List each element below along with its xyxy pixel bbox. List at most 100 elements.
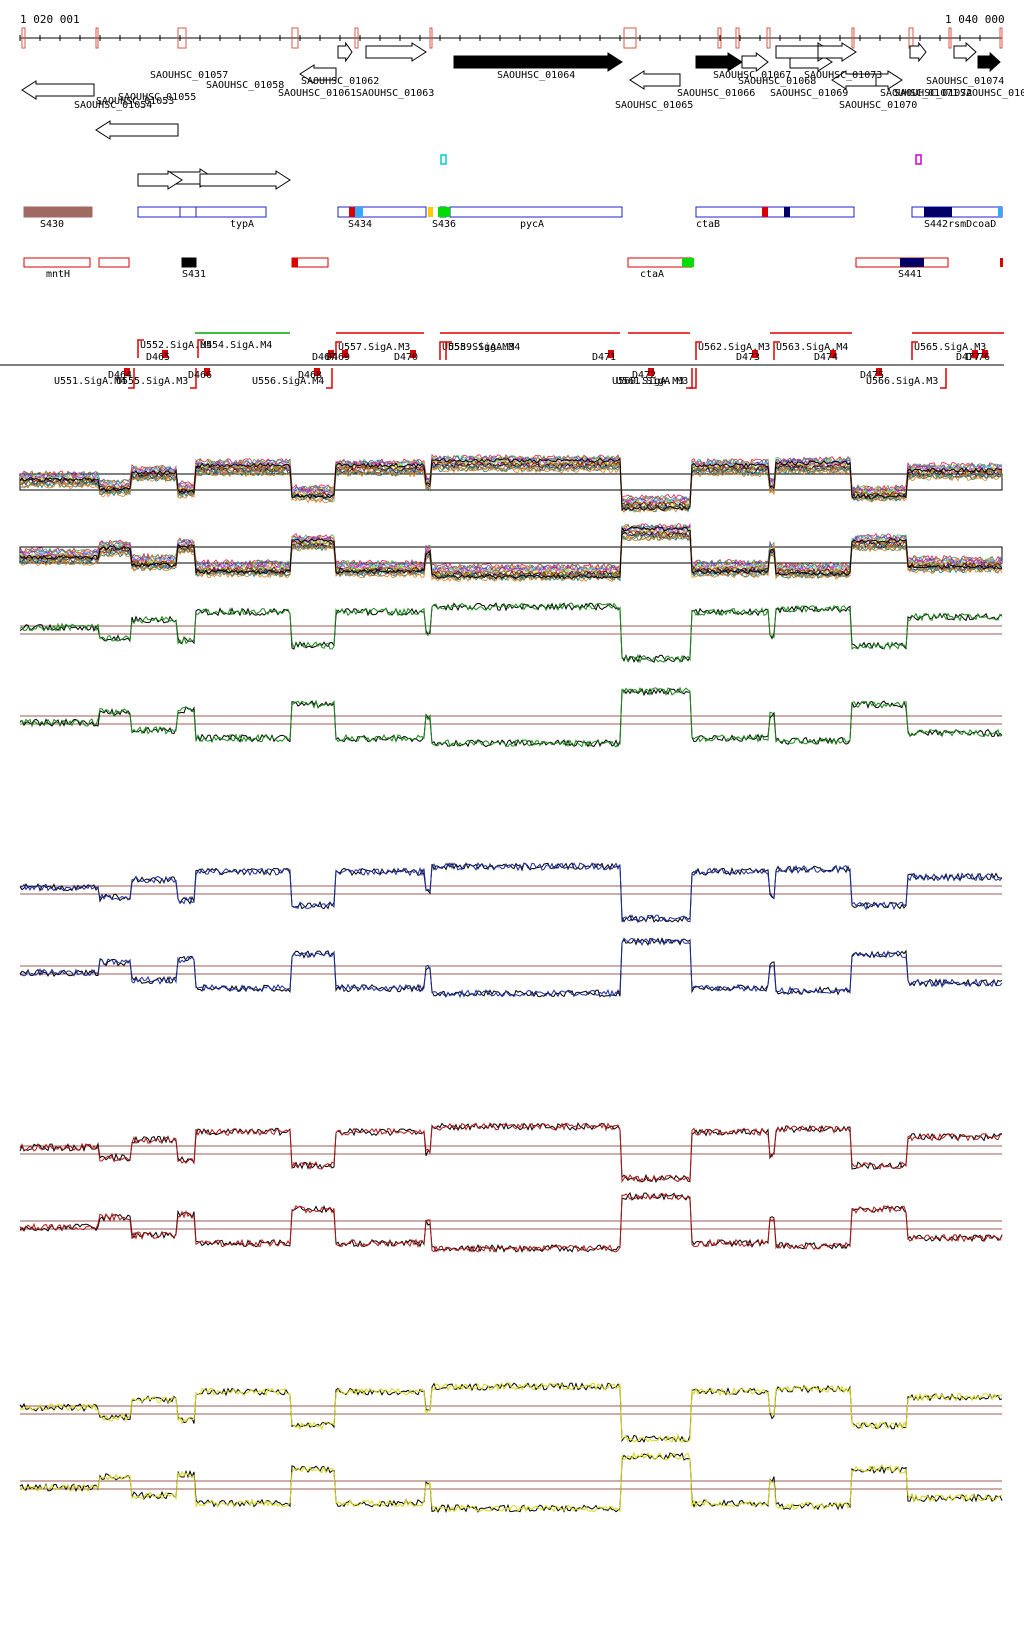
tss-label: D474: [814, 352, 838, 363]
tss-label: U558.SigA.M3: [442, 342, 514, 353]
gene-arrow: [977, 51, 1001, 73]
gene-arrow: [453, 52, 623, 72]
tss-mark: [830, 350, 836, 358]
tss-mark: [124, 368, 130, 376]
tss-label: D471: [592, 352, 616, 363]
signal-tracks: [19, 602, 1003, 1514]
ruler-region-mark: [291, 27, 299, 49]
gene-label: SAOUHSC_01069: [770, 88, 848, 99]
overlay-band: [19, 546, 1003, 564]
gene-arrow: [741, 51, 769, 73]
coord-start-label: 1 020 001: [20, 13, 80, 26]
tss-arrow: [445, 341, 452, 360]
gene-label: SAOUHSC_01064: [497, 70, 575, 81]
ruler-region-mark: [735, 27, 740, 49]
tss-mark: [972, 350, 978, 358]
feature-label: ctaA: [640, 269, 664, 280]
feature-track-minus: mntH S431 ctaA S441: [23, 257, 1003, 280]
tss-mark: [982, 350, 988, 358]
signal-series: [19, 937, 1003, 999]
signal-series: [19, 1382, 1003, 1443]
expression-overlay-tracks: [19, 453, 1003, 583]
tss-mark: [162, 350, 168, 358]
tss-mark: [342, 350, 348, 358]
tss-arrow: [439, 341, 446, 360]
gene-label: SAOUHSC_01071: [880, 88, 958, 99]
tss-arrow: [690, 368, 697, 389]
tss-arrow: [773, 341, 780, 360]
feature-mark: [438, 207, 450, 217]
feature-label: S431: [182, 269, 206, 280]
signal-series: [19, 1452, 1003, 1514]
feature-label: ctaB: [696, 219, 720, 230]
feature-mark: [349, 207, 355, 217]
gene-label: SAOUHSC_01067: [713, 70, 791, 81]
signal-series: [19, 687, 1003, 748]
feature-label: S442rsmDcoaD: [924, 219, 996, 230]
gene-label: SAOUHSC_01070: [839, 100, 917, 111]
gene-label: SAOUHSC_01054: [74, 100, 152, 111]
feature-mark: [900, 258, 924, 267]
overlay-series: [19, 457, 1003, 512]
tss-arrow: [911, 341, 918, 360]
gene-label: SAOUHSC_01058: [206, 80, 284, 91]
overlay-series: [19, 533, 1003, 581]
ruler-region-mark: [354, 27, 359, 49]
gene-arrow: [831, 70, 877, 90]
gene-arrow: [95, 120, 179, 140]
signal-series: [19, 1192, 1003, 1253]
feature-label: mntH: [46, 269, 70, 280]
tss-label: U554.SigA.M4: [200, 340, 272, 351]
feature-box: [23, 206, 93, 218]
gene-arrow: [21, 80, 95, 100]
gene-label: SAOUHSC_01066: [677, 88, 755, 99]
feature-box: [337, 206, 427, 218]
ruler-region-mark: [717, 27, 722, 49]
ruler-region-mark: [177, 27, 187, 49]
feature-label: S430: [40, 219, 64, 230]
tss-arrow: [335, 341, 342, 360]
overlay-series: [19, 525, 1003, 573]
tss-label: D467: [312, 352, 336, 363]
tss-label: U552.SigA.M4: [140, 340, 212, 351]
gene-label: SAOUHSC_01055: [118, 92, 196, 103]
tss-arrow: [326, 368, 333, 389]
tss-arrow: [137, 339, 144, 358]
signal-series: [19, 686, 1003, 748]
tss-label: D468: [298, 370, 322, 381]
signal-series: [19, 861, 1003, 923]
overlay-series: [19, 526, 1003, 580]
tss-label: U560.SigA.M3: [612, 376, 684, 387]
tss-label: U562.SigA.M3: [698, 342, 770, 353]
tss-label: D472: [632, 370, 656, 381]
signal-series: [19, 1382, 1002, 1443]
signal-series: [19, 937, 1003, 999]
feature-box: [449, 206, 623, 218]
tss-label: D470: [394, 352, 418, 363]
gene-arrow: [909, 41, 927, 63]
tss-label: D477: [956, 352, 980, 363]
tss-label: U557.SigA.M3: [338, 342, 410, 353]
tss-label: U566.SigA.M3: [866, 376, 938, 387]
gene-arrow: [365, 42, 427, 62]
tss-label: U551.SigA.M4: [54, 376, 126, 387]
gene-label: SAOUHSC_01068: [738, 76, 816, 87]
ruler-region-mark: [95, 27, 99, 49]
overlay-series: [19, 528, 1003, 576]
gene-label: SAOUHSC_01062: [301, 76, 379, 87]
feature-mark: [762, 207, 768, 217]
feature-mark: [784, 207, 790, 217]
ruler-region-mark: [999, 27, 1003, 49]
gene-arrow: [199, 170, 291, 190]
coordinate-ruler: [19, 27, 1003, 49]
signal-series: [19, 1191, 1003, 1254]
tss-label: D466: [188, 370, 212, 381]
tss-label: U561.SigA.M3: [616, 376, 688, 387]
signal-series: [19, 602, 1003, 664]
marker-cyan: [440, 154, 447, 165]
tss-arrow: [940, 368, 947, 389]
feature-label: S434: [348, 219, 372, 230]
tss-label: D465: [146, 352, 170, 363]
gene-arrow: [337, 41, 353, 63]
